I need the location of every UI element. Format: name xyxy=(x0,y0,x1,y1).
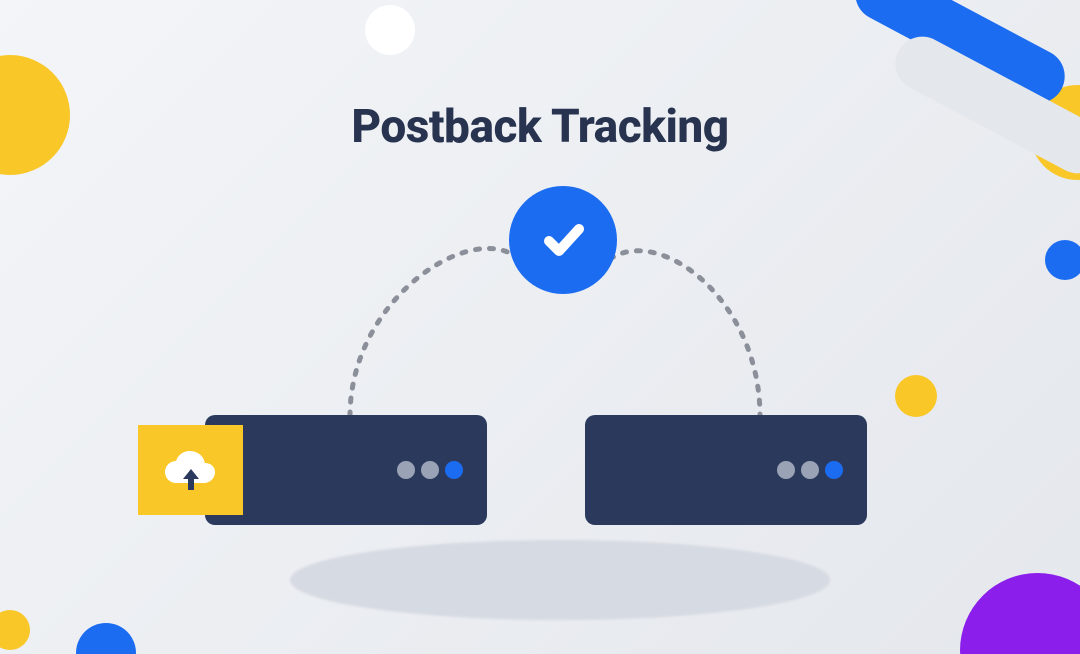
status-dot xyxy=(397,461,415,479)
deco-circle-yellow-left-half xyxy=(0,55,70,175)
cloud-upload-icon xyxy=(161,445,221,495)
page-title: Postback Tracking xyxy=(351,100,728,154)
server-right-status-dots xyxy=(777,461,843,479)
deco-circle-blue-small-right xyxy=(1045,240,1080,280)
server-shadow xyxy=(290,540,830,620)
deco-circle-yellow-bottom-left xyxy=(0,610,30,650)
server-left-status-dots xyxy=(397,461,463,479)
deco-circle-purple-bottom-right xyxy=(960,573,1080,654)
server-right xyxy=(585,415,867,525)
status-dot xyxy=(825,461,843,479)
status-dot xyxy=(777,461,795,479)
status-dot xyxy=(421,461,439,479)
infographic-canvas: Postback Tracking xyxy=(0,0,1080,654)
status-dot xyxy=(801,461,819,479)
check-badge xyxy=(509,186,617,294)
upload-card xyxy=(138,425,243,515)
status-dot xyxy=(445,461,463,479)
server-left xyxy=(205,415,487,525)
checkmark-icon xyxy=(535,212,591,268)
deco-circle-white-top xyxy=(365,5,415,55)
deco-circle-blue-bottom-left xyxy=(76,623,136,654)
deco-circle-yellow-mid-right xyxy=(895,375,937,417)
